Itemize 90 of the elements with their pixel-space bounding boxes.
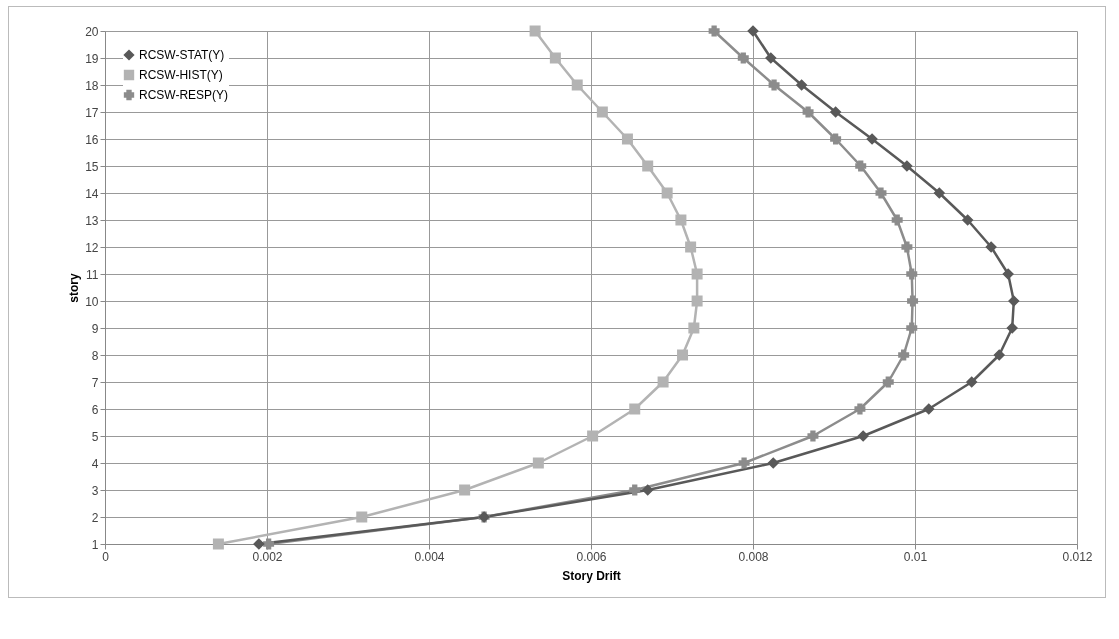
- point: [901, 241, 913, 253]
- y-tick-label: 11: [86, 267, 99, 282]
- point: [985, 241, 997, 253]
- point: [661, 187, 673, 199]
- point: [857, 430, 869, 442]
- y-tick-label: 16: [85, 132, 99, 147]
- point: [901, 160, 913, 172]
- point: [747, 25, 759, 37]
- point: [1008, 295, 1020, 307]
- y-tick-label: 8: [91, 348, 99, 363]
- x-tick-label: 0.008: [738, 549, 769, 564]
- x-tick-label: 0.002: [252, 549, 283, 564]
- y-tick-label: 1: [91, 537, 99, 552]
- x-tick-label: 0.006: [576, 549, 607, 564]
- point: [688, 322, 700, 334]
- point: [657, 376, 669, 388]
- point: [993, 349, 1005, 361]
- x-tick-label: 0.012: [1062, 549, 1093, 564]
- legend-label: RCSW-STAT(Y): [139, 48, 225, 62]
- x-tick-label: 0.004: [414, 549, 445, 564]
- point: [691, 295, 703, 307]
- point: [898, 349, 910, 361]
- y-tick-label: 3: [91, 483, 99, 498]
- y-axis-title: story: [67, 273, 82, 303]
- point: [966, 376, 978, 388]
- point: [855, 160, 867, 172]
- point: [629, 403, 641, 415]
- y-tick-label: 17: [85, 105, 99, 120]
- point: [854, 403, 866, 415]
- y-tick-label: 6: [91, 402, 99, 417]
- point: [830, 106, 842, 118]
- x-tick-label: 0: [102, 549, 110, 564]
- point: [459, 484, 471, 496]
- y-tick-label: 7: [91, 375, 99, 390]
- point: [907, 295, 919, 307]
- point: [691, 268, 703, 280]
- y-tick-label: 5: [91, 429, 99, 444]
- y-tick-label: 18: [85, 78, 99, 93]
- point: [263, 538, 275, 550]
- point: [1006, 322, 1018, 334]
- point: [923, 403, 935, 415]
- point: [737, 52, 749, 64]
- point: [212, 538, 224, 550]
- point: [882, 376, 894, 388]
- point: [253, 538, 265, 550]
- point: [708, 25, 720, 37]
- point: [796, 79, 808, 91]
- point: [629, 484, 641, 496]
- y-tick-label: 12: [85, 240, 99, 255]
- y-tick-label: 2: [91, 510, 99, 525]
- point: [767, 457, 779, 469]
- legend-label: RCSW-RESP(Y): [139, 88, 229, 102]
- point: [587, 430, 599, 442]
- y-tick-label: 4: [91, 456, 99, 471]
- x-axis-title: Story Drift: [562, 568, 621, 583]
- point: [906, 322, 918, 334]
- y-tick-label: 10: [85, 294, 99, 309]
- y-tick-label: 15: [85, 159, 99, 174]
- point: [677, 349, 689, 361]
- point: [891, 214, 903, 226]
- point: [621, 133, 633, 145]
- y-tick-label: 13: [85, 213, 99, 228]
- y-tick-label: 14: [85, 186, 99, 201]
- point: [802, 106, 814, 118]
- point: [807, 430, 819, 442]
- x-tick-label: 0.01: [903, 549, 928, 564]
- point: [866, 133, 878, 145]
- point: [906, 268, 918, 280]
- point: [571, 79, 583, 91]
- point: [596, 106, 608, 118]
- point: [875, 187, 887, 199]
- point: [532, 457, 544, 469]
- point: [765, 52, 777, 64]
- point: [738, 457, 750, 469]
- point: [830, 133, 842, 145]
- point: [675, 214, 687, 226]
- point: [1002, 268, 1014, 280]
- point: [642, 160, 654, 172]
- point: [933, 187, 945, 199]
- point: [549, 52, 561, 64]
- point: [768, 79, 780, 91]
- point: [529, 25, 541, 37]
- y-tick-label: 20: [85, 24, 99, 39]
- y-tick-label: 19: [85, 51, 99, 66]
- point: [685, 241, 697, 253]
- point: [642, 484, 654, 496]
- y-tick-label: 9: [91, 321, 99, 336]
- legend-label: RCSW-HIST(Y): [139, 68, 223, 82]
- point: [356, 511, 368, 523]
- point: [962, 214, 974, 226]
